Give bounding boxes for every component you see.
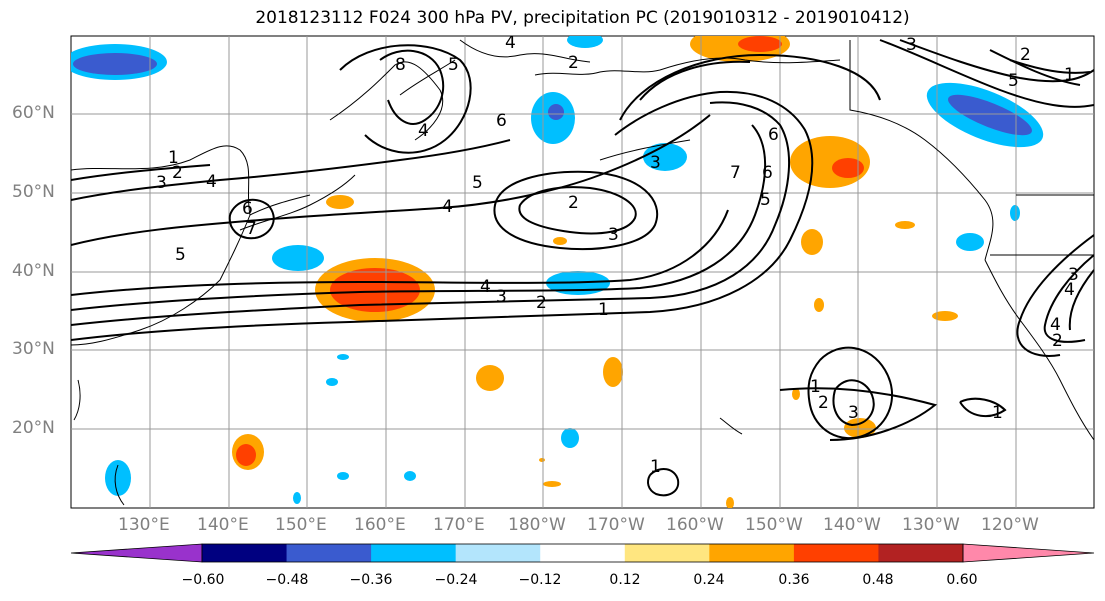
contour-label: 1 xyxy=(168,148,179,168)
lon-label: 130°W xyxy=(902,515,960,535)
contour-label: 3 xyxy=(848,403,859,423)
contour-label: 1 xyxy=(598,300,609,320)
colorbar-tick-label: 0.48 xyxy=(862,572,894,588)
contour-label: 1 xyxy=(810,377,821,397)
lon-label: 150°W xyxy=(745,515,803,535)
contour-label: 5 xyxy=(472,173,483,193)
pv-contours xyxy=(71,39,1094,497)
contour-label: 8 xyxy=(395,55,406,75)
contour-label: 4 xyxy=(480,277,491,297)
contour-label: 1 xyxy=(992,403,1003,423)
contour-label: 3 xyxy=(608,225,619,245)
colorbar-segment xyxy=(793,544,879,562)
colorbar-segment xyxy=(70,543,203,563)
contour-label: 3 xyxy=(156,173,167,193)
contour-label: 2 xyxy=(172,163,183,183)
colorbar-tick-label: 0.12 xyxy=(609,572,641,588)
contour-label: 3 xyxy=(650,153,661,173)
colorbar xyxy=(70,543,1095,563)
colorbar-tick-label: −0.36 xyxy=(349,572,393,588)
colorbar-segment xyxy=(962,543,1095,563)
colorbar-tick-label: −0.12 xyxy=(518,572,562,588)
colorbar-tick-label: 0.60 xyxy=(946,572,978,588)
contour-label: 4 xyxy=(1050,315,1061,335)
lon-label: 150°E xyxy=(275,515,327,535)
contour-label: 2 xyxy=(1052,331,1063,351)
colorbar-segment xyxy=(878,544,964,562)
contour-label: 3 xyxy=(496,287,507,307)
lon-label: 170°W xyxy=(587,515,645,535)
contour-label: 1 xyxy=(1064,65,1075,85)
contour-label: 3 xyxy=(906,35,917,55)
contour-label: 3 xyxy=(1068,265,1079,285)
contour-label: 4 xyxy=(442,197,453,217)
contour-label: 6 xyxy=(496,111,507,131)
contour-label: 4 xyxy=(206,172,217,192)
colorbar-tick-label: −0.60 xyxy=(181,572,225,588)
colorbar-tick-label: −0.48 xyxy=(265,572,309,588)
contour-label: 7 xyxy=(246,219,257,239)
contour-label: 5 xyxy=(448,55,459,75)
contour-label: 6 xyxy=(762,163,773,183)
lon-label: 180°W xyxy=(508,515,566,535)
contour-label: 2 xyxy=(1020,45,1031,65)
contour-label: 6 xyxy=(768,125,779,145)
colorbar-outline xyxy=(201,543,964,563)
lat-label: 30°N xyxy=(12,339,55,359)
map-title: 2018123112 F024 300 hPa PV, precipitatio… xyxy=(255,8,910,28)
colorbar-segment xyxy=(455,544,541,562)
contour-label: 1 xyxy=(650,457,661,477)
lat-label: 20°N xyxy=(12,418,55,438)
contour-label: 2 xyxy=(568,53,579,73)
colorbar-segment xyxy=(202,544,288,562)
contour-label: 5 xyxy=(175,245,186,265)
lat-label: 40°N xyxy=(12,261,55,281)
contour-label: 6 xyxy=(242,199,253,219)
lat-label: 50°N xyxy=(12,182,55,202)
lon-label: 130°E xyxy=(118,515,170,535)
contour-label: 7 xyxy=(730,163,741,183)
colorbar-segment xyxy=(286,544,372,562)
lon-label: 140°E xyxy=(197,515,249,535)
lat-label: 60°N xyxy=(12,103,55,123)
colorbar-segment xyxy=(371,544,457,562)
colorbar-segment xyxy=(624,544,710,562)
contour-labels: 1 2 3 4 5 6 7 8 2 3 4 5 1 2 3 4 5 6 4 2 … xyxy=(156,33,1079,477)
coastlines xyxy=(70,39,1095,506)
lon-label: 160°E xyxy=(354,515,406,535)
lon-label: 120°W xyxy=(981,515,1039,535)
lon-label: 160°W xyxy=(666,515,724,535)
lon-label: 170°E xyxy=(433,515,485,535)
colorbar-segment xyxy=(540,544,626,562)
contour-label: 4 xyxy=(505,33,516,53)
contour-label: 5 xyxy=(760,190,771,210)
colorbar-segment xyxy=(709,544,795,562)
colorbar-tick-label: −0.24 xyxy=(434,572,478,588)
lon-label: 140°W xyxy=(823,515,881,535)
colorbar-tick-label: 0.36 xyxy=(778,572,810,588)
contour-label: 4 xyxy=(1064,280,1075,300)
contour-label: 2 xyxy=(818,393,829,413)
contour-label: 5 xyxy=(1008,71,1019,91)
colorbar-tick-label: 0.24 xyxy=(693,572,725,588)
contour-label: 4 xyxy=(418,121,429,141)
contour-label: 2 xyxy=(536,293,547,313)
contour-label: 2 xyxy=(568,193,579,213)
